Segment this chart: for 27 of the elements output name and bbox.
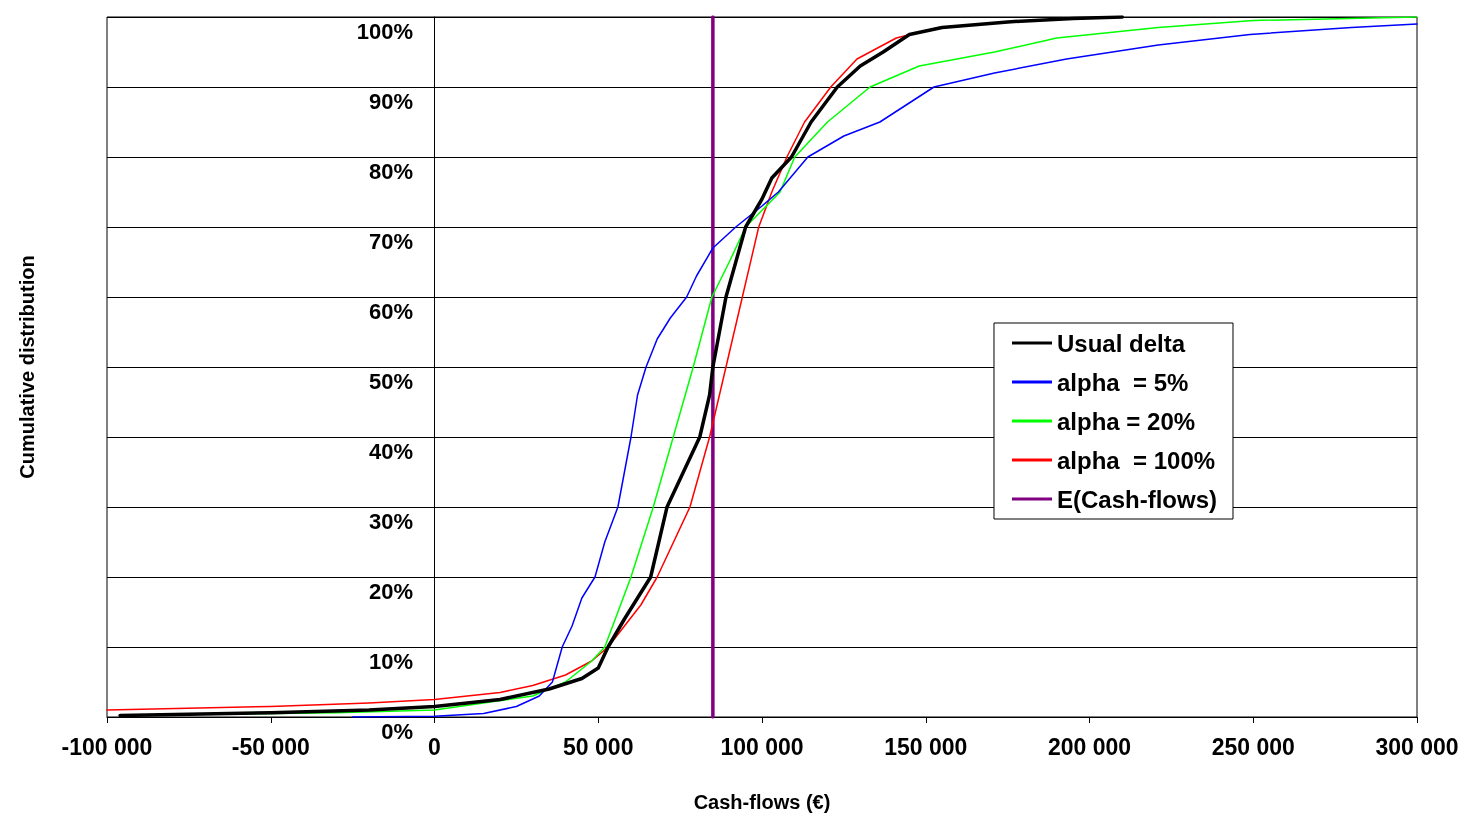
x-tick-label: 0 <box>428 733 441 760</box>
y-tick-label: 90% <box>368 88 413 114</box>
x-tick-label: -100 000 <box>61 733 153 760</box>
y-tick-label: 100% <box>356 18 413 44</box>
y-tick-label: 0% <box>381 718 413 744</box>
x-tick-label: 150 000 <box>884 733 968 760</box>
x-tick-label: 50 000 <box>563 733 634 760</box>
legend-label: alpha = 5% <box>1056 368 1189 396</box>
y-tick-label: 70% <box>368 228 413 254</box>
legend-label: Usual delta <box>1056 329 1186 357</box>
legend-label: alpha = 20% <box>1056 407 1196 435</box>
legend-label: alpha = 100% <box>1056 446 1216 474</box>
y-tick-label: 10% <box>368 648 413 674</box>
x-tick-label: 200 000 <box>1047 733 1132 760</box>
y-tick-label: 80% <box>368 158 413 184</box>
y-tick-label: 40% <box>368 438 413 464</box>
x-tick-label: 300 000 <box>1375 733 1459 760</box>
x-axis-title: Cash-flows (€) <box>693 791 831 813</box>
y-tick-label: 30% <box>368 508 413 534</box>
x-tick-label: -50 000 <box>231 733 310 760</box>
legend-label: E(Cash-flows) <box>1056 485 1218 513</box>
y-tick-label: 20% <box>368 578 413 604</box>
y-tick-label: 50% <box>368 368 413 394</box>
y-tick-label: 60% <box>368 298 413 324</box>
x-tick-label: 100 000 <box>720 733 804 760</box>
x-tick-label: 250 000 <box>1211 733 1295 760</box>
y-axis-title: Cumulative distribution <box>16 255 38 479</box>
